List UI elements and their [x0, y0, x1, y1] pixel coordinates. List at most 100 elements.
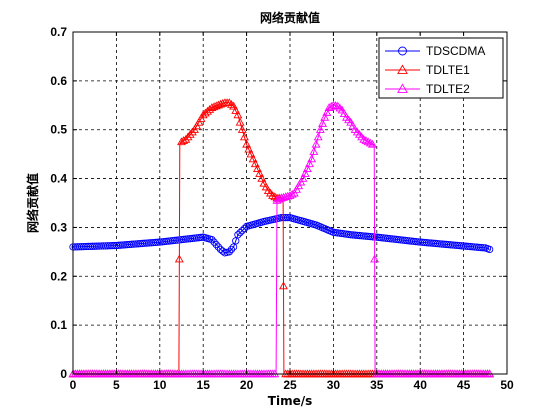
x-tick-label: 0: [70, 378, 77, 392]
data-point: [397, 64, 408, 74]
data-point: [302, 164, 312, 173]
legend-label: TDLTE1: [426, 63, 470, 77]
data-point: [174, 254, 184, 263]
data-point: [261, 182, 271, 191]
data-point: [227, 245, 236, 254]
data-point: [363, 137, 373, 146]
data-point: [187, 127, 197, 136]
data-point: [368, 139, 377, 148]
data-point: [238, 226, 246, 235]
data-point: [236, 229, 244, 237]
data-point: [324, 103, 334, 111]
data-point: [272, 195, 282, 204]
x-tick-label: 25: [283, 378, 297, 392]
data-point: [300, 169, 310, 177]
data-point: [337, 105, 347, 114]
y-tick-label: 0.1: [50, 318, 67, 332]
data-point: [479, 244, 487, 252]
legend-label: TDSCDMA: [426, 44, 485, 58]
chart-title: 网络贡献值: [260, 10, 320, 25]
x-tick-label: 45: [457, 378, 471, 392]
series-line: [73, 104, 490, 375]
x-tick-label: 10: [153, 378, 167, 392]
data-point: [485, 245, 494, 254]
data-point: [248, 154, 258, 163]
data-point: [315, 125, 325, 133]
data-point: [185, 130, 195, 138]
data-point: [237, 125, 247, 133]
data-point: [346, 117, 356, 126]
data-point: [348, 121, 358, 130]
data-point: [279, 281, 288, 290]
data-point: [246, 149, 256, 158]
legend-label: TDLTE2: [426, 82, 470, 96]
x-tick-label: 5: [113, 378, 120, 392]
data-point: [244, 144, 254, 153]
data-point: [212, 240, 220, 249]
data-point: [242, 139, 252, 148]
data-point: [224, 98, 234, 107]
data-point: [229, 101, 239, 110]
data-point: [285, 191, 295, 199]
legend: TDSCDMA TDLTE1 TDLTE2: [378, 37, 504, 99]
y-tick-label: 0.2: [50, 269, 67, 283]
data-point: [268, 191, 278, 199]
data-point: [397, 83, 408, 93]
y-tick-label: 0.7: [50, 25, 67, 39]
data-point: [208, 235, 216, 244]
data-point: [257, 173, 267, 182]
series-tdscdma: [69, 214, 494, 257]
data-point: [210, 238, 218, 246]
data-point: [270, 192, 280, 201]
data-point: [365, 138, 375, 147]
x-tick-label: 15: [197, 378, 211, 392]
data-point: [233, 110, 243, 119]
data-point: [181, 134, 191, 143]
data-point: [239, 132, 249, 141]
data-point: [320, 112, 330, 121]
data-point: [331, 101, 341, 109]
data-point: [361, 136, 371, 144]
data-point: [305, 159, 314, 168]
data-point: [311, 139, 321, 148]
data-point: [359, 134, 369, 143]
axis-ticks: 0 5 10 15 20 25 30 35 40 45 50 0 0.1 0.2 0.3 0.4 0.5 0.6 0…: [50, 25, 514, 392]
data-point: [205, 104, 215, 113]
data-point: [287, 189, 297, 198]
data-point: [370, 254, 380, 263]
y-tick-label: 0.6: [50, 74, 67, 88]
data-point: [255, 169, 265, 177]
data-point: [259, 178, 269, 187]
data-point: [214, 243, 223, 251]
y-tick-label: 0: [60, 367, 67, 381]
data-point: [234, 231, 242, 239]
x-axis-label: Time/s: [268, 394, 312, 408]
data-point: [339, 109, 349, 118]
data-point: [328, 100, 338, 109]
x-tick-label: 20: [240, 378, 254, 392]
data-point: [309, 147, 319, 155]
data-point: [231, 106, 241, 114]
data-point: [225, 248, 233, 256]
data-point: [177, 137, 186, 146]
y-tick-label: 0.3: [50, 220, 67, 234]
data-point: [252, 164, 262, 173]
data-point: [250, 159, 260, 168]
x-tick-label: 30: [327, 378, 341, 392]
x-tick-label: 35: [370, 378, 384, 392]
x-tick-label: 40: [414, 378, 428, 392]
data-point: [298, 173, 308, 182]
data-point: [313, 132, 323, 141]
data-point: [183, 132, 193, 141]
data-point: [322, 108, 332, 116]
data-point: [226, 99, 236, 108]
data-point: [307, 154, 317, 163]
data-point: [398, 46, 407, 56]
y-tick-label: 0.5: [50, 123, 67, 137]
data-point: [318, 119, 328, 127]
x-tick-label: 50: [500, 378, 514, 392]
y-tick-label: 0.4: [50, 172, 67, 186]
data-point: [235, 117, 245, 126]
y-axis-label: 网络贡献值: [25, 173, 40, 233]
